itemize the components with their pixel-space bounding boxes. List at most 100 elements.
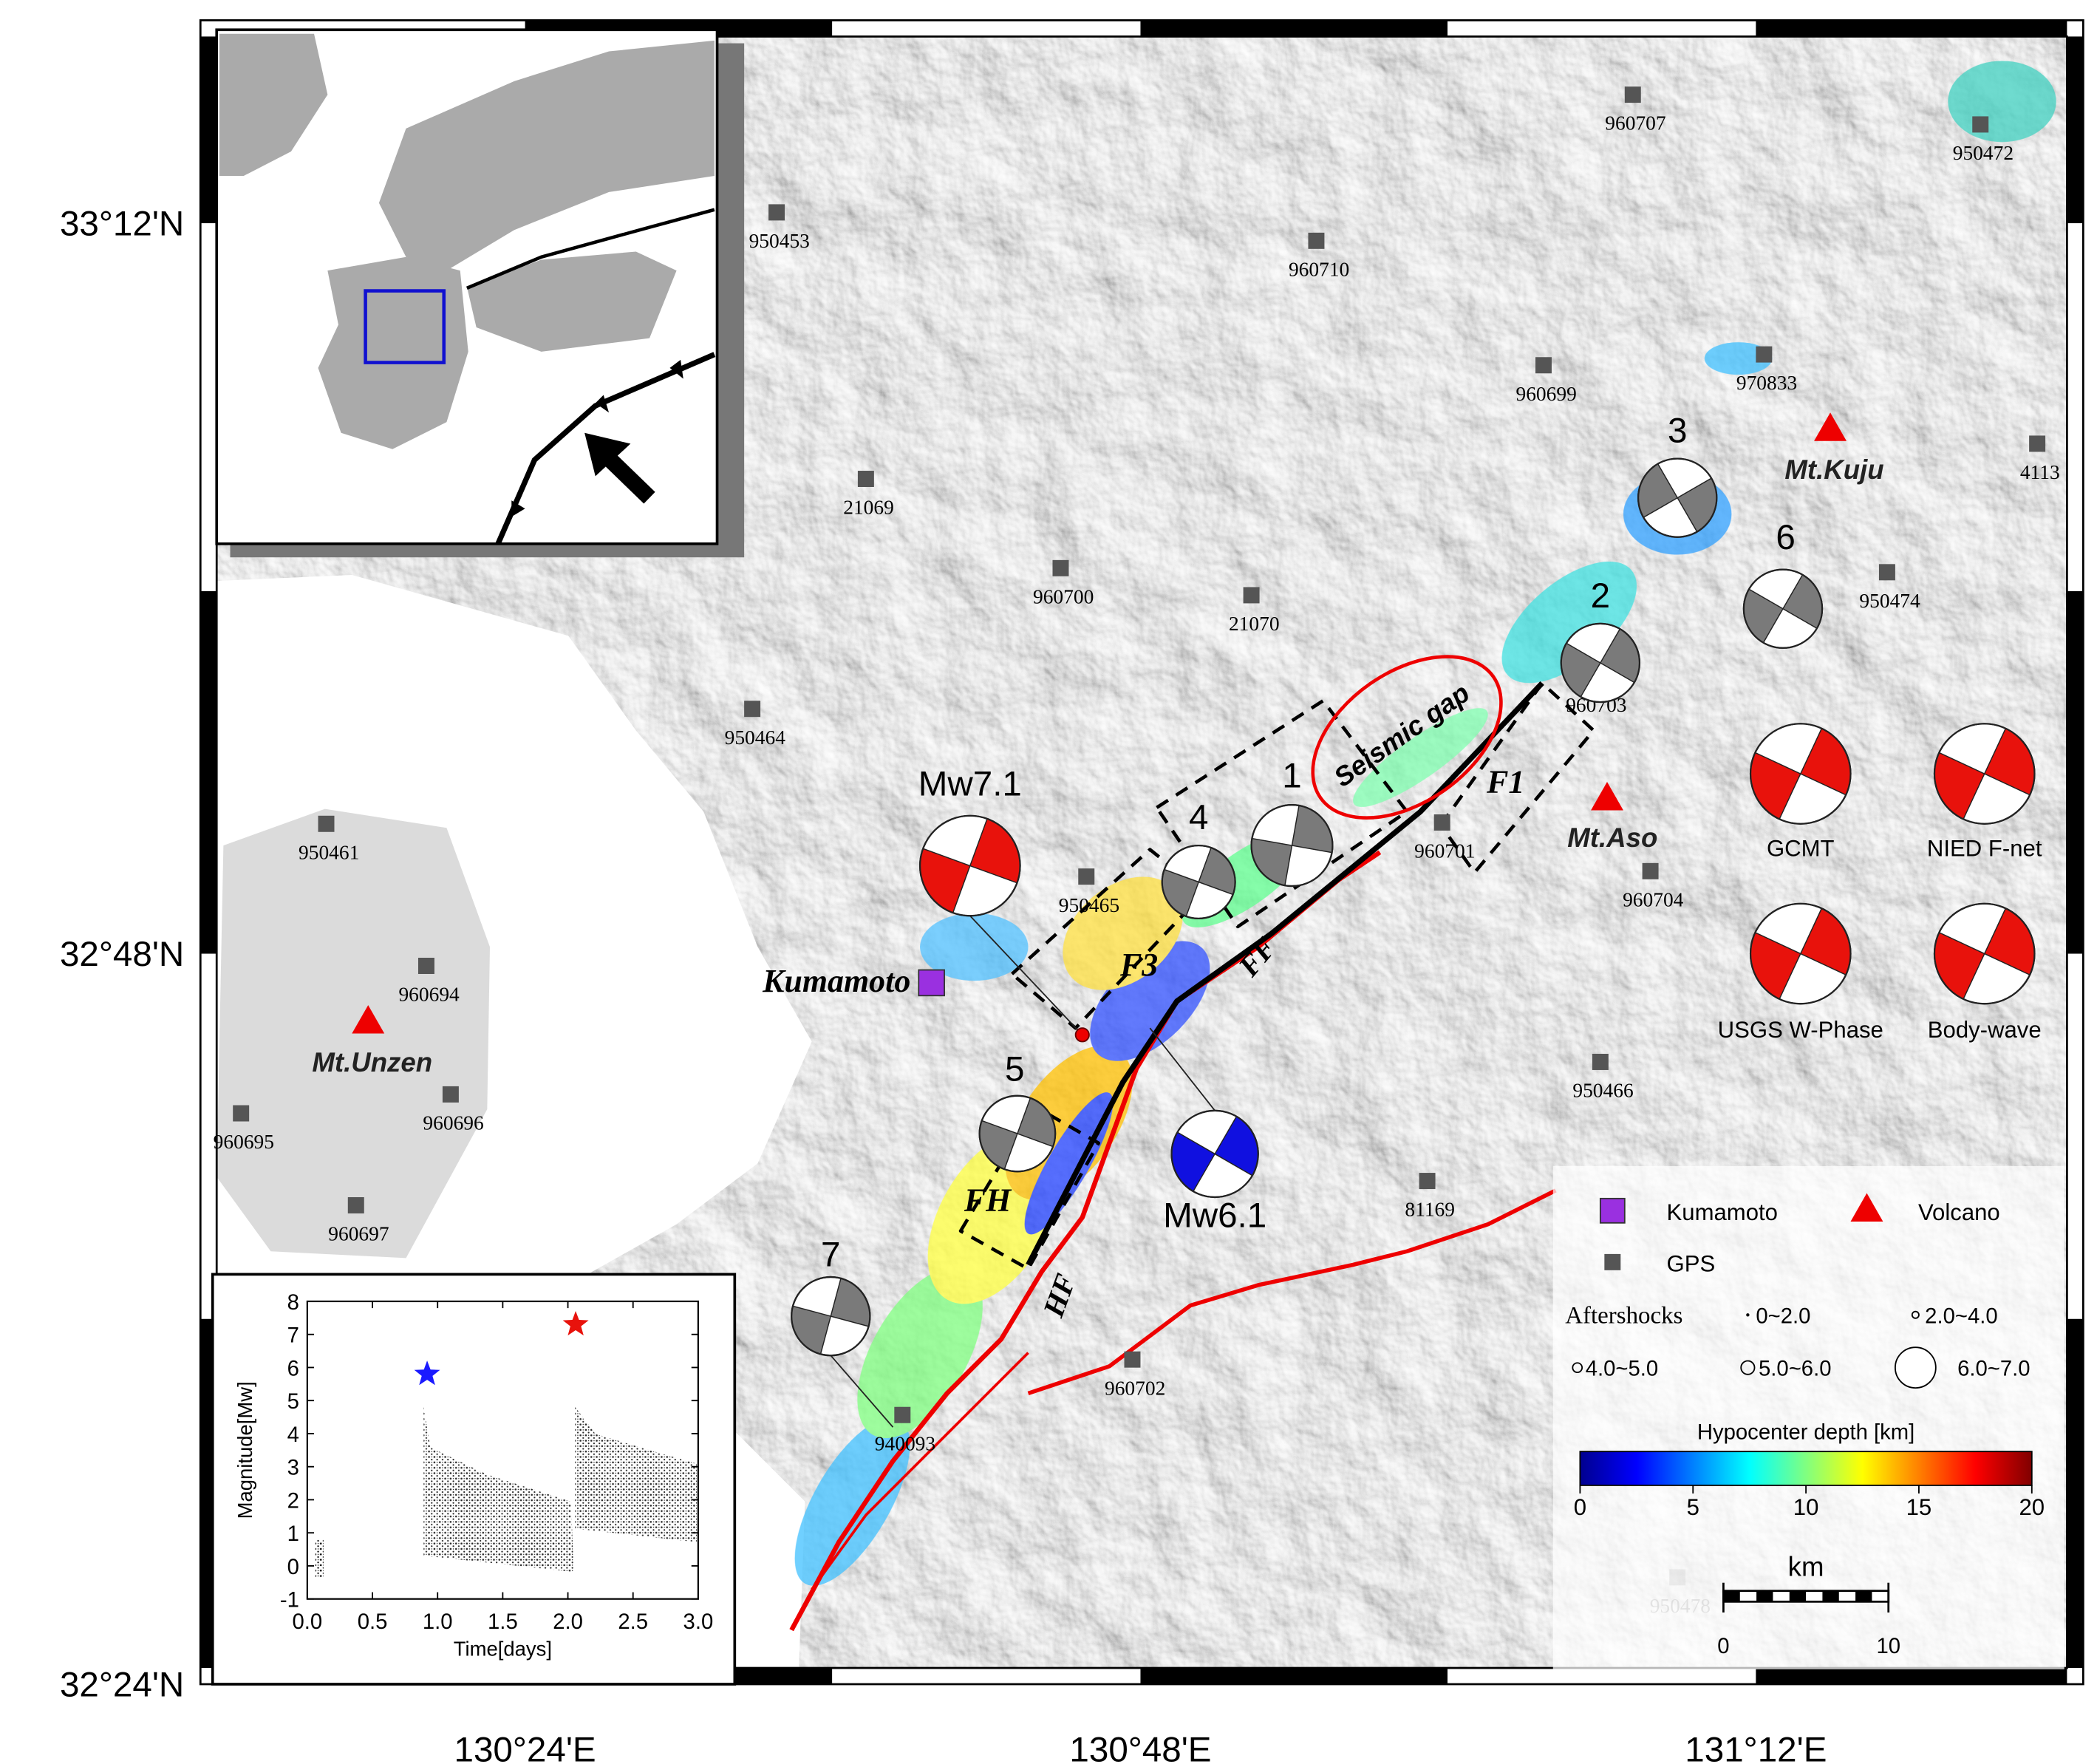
gps-marker: [347, 1197, 364, 1213]
y-tick-label: 5: [287, 1389, 299, 1414]
gps-label: 960704: [1623, 888, 1684, 910]
latitude-label: 33°12'N: [60, 205, 184, 244]
y-tick-label: 3: [287, 1456, 299, 1480]
y-axis-label: Magnitude[Mw]: [233, 1381, 256, 1519]
gps-marker: [442, 1086, 459, 1103]
mechanism-label: Mw6.1: [1163, 1196, 1266, 1235]
legend-size-label: 2.0~4.0: [1925, 1304, 1997, 1328]
gps-marker: [1592, 1053, 1609, 1070]
frame-band: [200, 36, 217, 224]
gps-label: 960710: [1289, 258, 1349, 280]
gps-marker: [318, 815, 335, 832]
gps-marker: [1419, 1173, 1436, 1190]
gps-label: 960707: [1605, 112, 1665, 134]
frame-band: [1140, 20, 1448, 37]
gps-label: 960697: [328, 1223, 389, 1245]
longitude-label: 130°24'E: [454, 1730, 596, 1764]
legend-volcano-symbol: [1850, 1193, 1883, 1222]
location-inset: [215, 28, 745, 558]
gps-label: 950472: [1953, 142, 2014, 164]
mechanism-label: 5: [1005, 1050, 1024, 1089]
gps-label: 21070: [1229, 613, 1280, 635]
mechanism-label: 3: [1668, 412, 1687, 451]
longitude-label: 131°12'E: [1685, 1730, 1827, 1764]
legend-size-label: 5.0~6.0: [1759, 1357, 1831, 1381]
beachball-outline: [1250, 804, 1334, 888]
gps-marker: [1052, 559, 1069, 576]
mechanism-label: 6: [1776, 518, 1795, 557]
x-tick-label: 2.0: [553, 1610, 583, 1634]
land: [318, 256, 468, 449]
y-tick-label: 2: [287, 1488, 299, 1513]
gps-label: 940093: [875, 1432, 935, 1454]
y-tick-label: 8: [287, 1290, 299, 1315]
study-area-box: [364, 289, 446, 364]
gps-label: 960702: [1105, 1377, 1165, 1399]
chart-layer: 0.0 0.5 1.0 1.5 2.0 2.5 3.0 -1 0 1 2 3 4 5 6 7 8 Time[day…: [233, 1290, 713, 1661]
faults: [789, 655, 1595, 1632]
land: [466, 251, 677, 352]
fault-model: [1026, 681, 1544, 1267]
legend-size-label: 0~2.0: [1756, 1304, 1810, 1328]
legend-text: Kumamoto Volcano GPS Aftershocks 0~2.0 2.0~4.…: [1565, 1199, 2045, 1658]
legend: [1552, 1165, 2064, 1669]
mechanism-leader: [830, 1355, 894, 1428]
colorbar-tick-label: 5: [1687, 1494, 1699, 1520]
gps-marker: [1243, 587, 1260, 604]
event-cloud: [315, 1539, 324, 1578]
volcano-label: Mt.Kuju: [1784, 454, 1883, 485]
gps-label: 960699: [1515, 383, 1576, 405]
scale-segment: [1855, 1590, 1872, 1602]
x-tick-label: 0.5: [358, 1610, 388, 1634]
fault-segment-box: [1439, 681, 1595, 874]
gps-label: 950464: [725, 726, 786, 749]
gps-label: 970833: [1736, 372, 1797, 394]
legend-size-label: 6.0~7.0: [1957, 1357, 2030, 1381]
mechanism-leader: [1149, 1027, 1215, 1111]
legend-size: [1746, 1313, 1750, 1317]
gps-marker: [857, 471, 874, 487]
land: [378, 40, 715, 271]
gps-label: 4113: [2020, 461, 2060, 483]
mechanism-leader: [969, 915, 1083, 1035]
gps-label: 950461: [299, 841, 359, 863]
gps-marker: [1624, 86, 1641, 103]
mechanism-label: USGS W-Phase: [1718, 1017, 1883, 1043]
gps-marker: [1878, 564, 1895, 581]
scale-segment: [1789, 1590, 1807, 1602]
gps-label: 950453: [749, 230, 810, 252]
gps-label: 21069: [843, 497, 894, 519]
legend-size-label: 4.0~5.0: [1586, 1357, 1658, 1381]
fault-label: FH: [964, 1182, 1012, 1218]
scale-tick-label: 10: [1876, 1634, 1900, 1658]
mechanism-label: Body-wave: [1928, 1017, 2042, 1043]
scale-segment: [1723, 1590, 1740, 1602]
gps-label: 960696: [423, 1111, 483, 1134]
gps-marker: [1972, 116, 1989, 133]
gps-label: 960701: [1414, 840, 1475, 862]
gps-marker: [1433, 814, 1450, 831]
epicenter: [1074, 1027, 1090, 1043]
frame-band: [1756, 1668, 2067, 1684]
gps-marker: [768, 204, 785, 221]
y-tick-label: 0: [287, 1555, 299, 1579]
colorbar-title: Hypocenter depth [km]: [1697, 1420, 1914, 1445]
legend-size: [1911, 1310, 1920, 1319]
fault-trace: [1027, 1188, 1557, 1396]
y-tick-label: -1: [280, 1588, 299, 1613]
scale-unit: km: [1788, 1552, 1824, 1582]
magnitude-inset: [211, 1273, 737, 1686]
gps-marker: [417, 958, 434, 974]
gps-marker: [233, 1105, 250, 1122]
plate-arrow-head: [584, 432, 631, 477]
beachball-outline: [1749, 723, 1852, 825]
x-tick-label: 2.5: [618, 1610, 648, 1634]
colorbar-tick-label: 0: [1574, 1494, 1586, 1520]
legend-gps-symbol: [1604, 1253, 1621, 1270]
y-tick-label: 4: [287, 1423, 299, 1447]
frame-band: [2067, 1318, 2084, 1669]
colorbar-tick-label: 20: [2019, 1494, 2045, 1520]
frame-band: [2067, 36, 2084, 224]
